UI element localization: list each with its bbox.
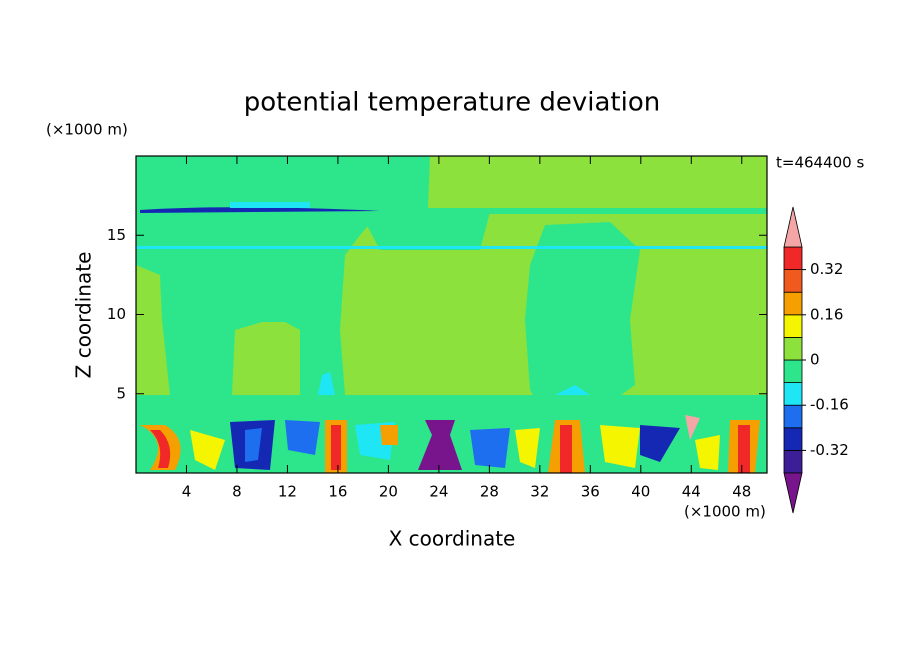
x-tick-label: 28 [480, 483, 499, 501]
x-tick-label: 4 [182, 483, 192, 501]
colorbar-extend-high [783, 206, 803, 248]
colorbar-band [783, 291, 803, 316]
x-tick-label: 48 [732, 483, 751, 501]
y-tick-label: 15 [107, 226, 126, 244]
y-tick-label: 10 [107, 305, 126, 323]
y-tick-label: 5 [116, 384, 126, 402]
x-unit-label: (×1000 m) [684, 503, 766, 521]
colorbar-tick-label: 0.32 [810, 260, 843, 278]
colorbar-band [783, 336, 803, 361]
colorbar-extend-low [783, 472, 803, 514]
colorbar-band [783, 449, 803, 474]
y-unit-label: (×1000 m) [46, 121, 128, 139]
colorbar-tick-label: -0.32 [810, 441, 849, 459]
time-label: t=464400 s [776, 154, 864, 172]
colorbar-band [783, 269, 803, 293]
colorbar-band [783, 246, 803, 271]
x-tick-label: 16 [328, 483, 347, 501]
x-tick-label: 36 [581, 483, 600, 501]
x-tick-label: 8 [232, 483, 242, 501]
x-tick-label: 32 [530, 483, 549, 501]
x-tick-label: 24 [429, 483, 448, 501]
x-tick-label: 20 [379, 483, 398, 501]
x-axis-label: X coordinate [389, 527, 516, 551]
y-axis-label: Z coordinate [72, 252, 96, 379]
colorbar-band [783, 404, 803, 429]
colorbar-band [783, 359, 803, 384]
x-tick-label: 40 [631, 483, 650, 501]
colorbar-band [783, 314, 803, 338]
colorbar-band [783, 382, 803, 406]
colorbar-tick-label: 0 [810, 351, 820, 369]
colorbar-tick-label: -0.16 [810, 396, 849, 414]
colorbar-band [783, 427, 803, 451]
x-tick-label: 44 [682, 483, 701, 501]
colorbar-tick-label: 0.16 [810, 305, 843, 323]
contour-field [136, 156, 767, 473]
chart-title: potential temperature deviation [244, 88, 660, 118]
x-tick-label: 12 [278, 483, 297, 501]
